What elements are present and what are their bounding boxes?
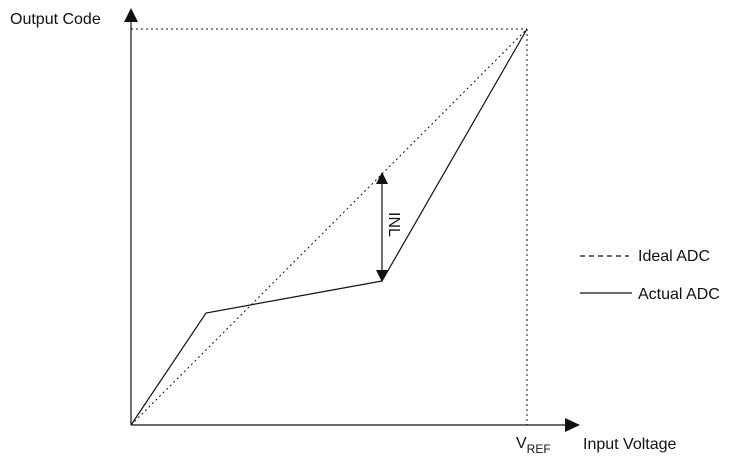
- vref-sub: REF: [527, 442, 551, 456]
- vref-label: VREF: [516, 435, 551, 456]
- vref-main: V: [516, 435, 527, 452]
- x-axis-arrow-icon: [565, 418, 580, 432]
- y-axis-label: Output Code: [10, 11, 101, 28]
- ideal-adc-line: [130, 28, 528, 426]
- inl-arrow-up-icon: [376, 172, 388, 184]
- y-axis-arrow-icon: [124, 8, 138, 22]
- legend-actual-label: Actual ADC: [638, 286, 720, 303]
- legend-ideal-label: Ideal ADC: [638, 248, 710, 265]
- actual-adc-line: [130, 28, 528, 426]
- x-axis-label: Input Voltage: [583, 436, 677, 453]
- inl-arrow-down-icon: [376, 270, 388, 282]
- inl-label: INL: [385, 212, 402, 237]
